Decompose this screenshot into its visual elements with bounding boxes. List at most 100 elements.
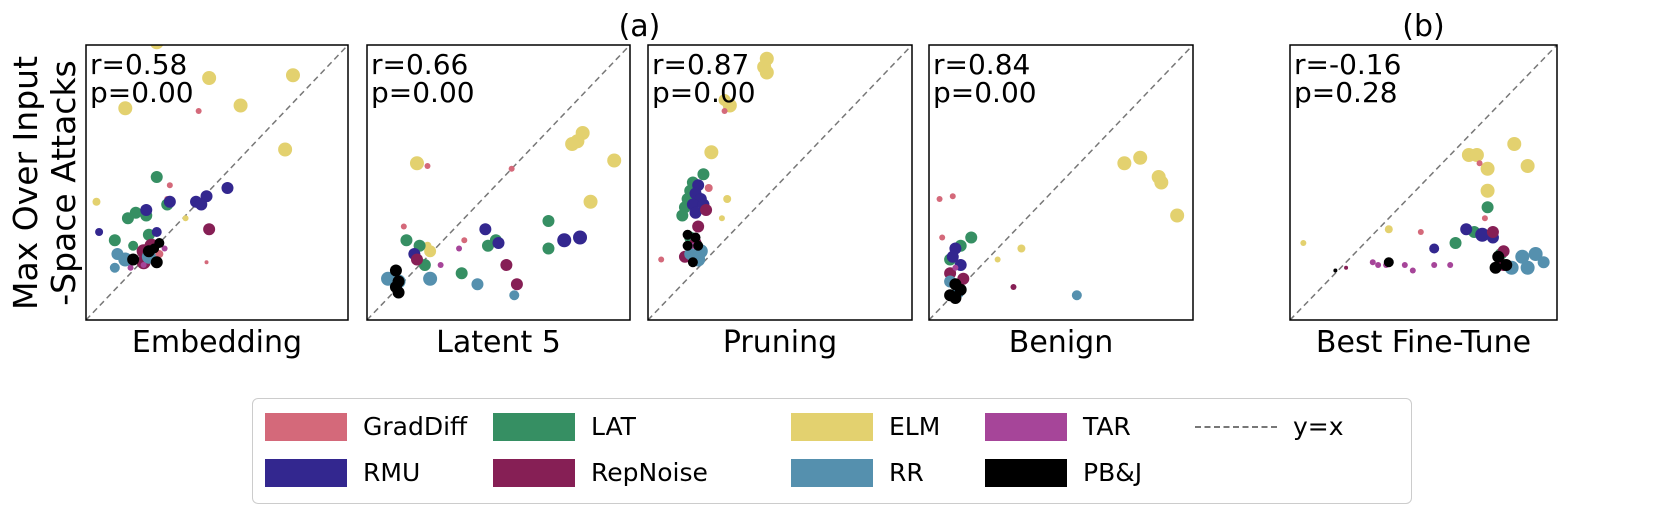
panel-frame: [85, 44, 349, 321]
point-repnoise: [1344, 265, 1349, 270]
point-elm: [1170, 208, 1185, 223]
p-annotation: p=0.28: [1294, 76, 1398, 109]
point-lat: [400, 234, 413, 247]
point-graddiff: [949, 193, 956, 200]
points: [658, 51, 774, 268]
y-equals-x-line: [367, 45, 630, 320]
point-elm: [565, 137, 580, 151]
point-rmu: [1429, 243, 1440, 254]
panel-benign: r=0.84p=0.00 Benign: [928, 44, 1194, 360]
point-lat: [697, 168, 710, 181]
point-graddiff: [939, 234, 946, 241]
legend-dashed-line: [1195, 426, 1277, 428]
point-pbj: [690, 232, 701, 243]
point-rr: [684, 248, 697, 260]
point-rr: [1528, 247, 1543, 261]
legend-item-lat: LAT: [493, 411, 636, 443]
legend-swatch: [265, 413, 347, 441]
point-pbj: [949, 292, 962, 304]
point-elm: [723, 195, 732, 203]
point-elm: [583, 194, 598, 209]
point-graddiff: [704, 184, 713, 192]
panel-latent-5: r=0.66p=0.00 Latent 5: [366, 44, 631, 360]
point-pbj: [1500, 259, 1513, 271]
panels: r=0.58p=0.00Embeddingr=0.66p=0.00Latent …: [85, 44, 1558, 360]
point-tar: [1401, 262, 1408, 268]
panel-frame: [366, 44, 631, 321]
legend-item-graddiff: GradDiff: [265, 411, 467, 443]
point-pbj: [392, 286, 405, 299]
point-rmu: [151, 227, 162, 237]
point-pbj: [1489, 261, 1502, 274]
point-repnoise: [944, 267, 957, 280]
point-elm: [423, 241, 432, 250]
legend-swatch: [265, 459, 347, 487]
point-rr: [1537, 256, 1550, 269]
point-rmu: [221, 182, 234, 194]
point-repnoise: [510, 278, 523, 291]
legend-label: ELM: [889, 412, 941, 441]
point-lat: [455, 267, 468, 280]
point-tar: [140, 262, 147, 268]
point-rr: [1520, 260, 1535, 275]
point-pbj: [142, 245, 155, 258]
point-repnoise: [1486, 226, 1499, 238]
panel-best-fine-tune: r=-0.16p=0.28 Best Fine-Tune: [1289, 44, 1558, 360]
panel-frame: [647, 44, 913, 321]
point-elm: [759, 65, 774, 80]
point-rr: [423, 271, 438, 286]
point-lat: [676, 209, 689, 222]
point-tar: [456, 245, 463, 252]
legend-item-repnoise: RepNoise: [493, 457, 708, 489]
point-repnoise: [410, 253, 423, 266]
point-lat: [1481, 201, 1494, 214]
point-graddiff: [1476, 160, 1483, 167]
point-lat: [542, 242, 555, 255]
point-lat: [108, 234, 121, 247]
point-rmu: [95, 228, 104, 236]
r-annotation: r=0.84: [933, 48, 1030, 81]
point-elm: [278, 142, 293, 157]
point-graddiff: [195, 108, 202, 114]
point-rr: [1515, 249, 1530, 264]
point-elm: [1507, 137, 1522, 151]
point-rmu: [492, 237, 505, 249]
point-elm: [409, 156, 424, 171]
point-graddiff: [204, 260, 209, 265]
point-elm: [1154, 175, 1169, 190]
legend-item-tar: TAR: [985, 411, 1131, 443]
point-rmu: [1460, 223, 1473, 236]
legend-swatch: [985, 459, 1067, 487]
point-rmu: [195, 198, 208, 211]
point-elm: [1469, 148, 1484, 162]
legend-label: RR: [889, 458, 924, 487]
point-graddiff: [424, 163, 431, 169]
y-equals-x-line: [648, 45, 912, 320]
legend-label: TAR: [1083, 412, 1131, 441]
legend-swatch: [791, 459, 873, 487]
point-elm: [233, 98, 248, 113]
p-annotation: p=0.00: [933, 76, 1037, 109]
point-elm: [285, 68, 300, 83]
x-axis-label: Benign: [1009, 325, 1113, 360]
legend-label: y=x: [1293, 412, 1344, 441]
y-equals-x-line: [86, 45, 348, 320]
point-elm: [1017, 244, 1026, 253]
legend: GradDiff RMU LAT RepNoise ELM RR TAR PB&…: [252, 398, 1412, 504]
x-axis-label: Latent 5: [436, 325, 561, 360]
point-graddiff: [936, 196, 943, 202]
p-annotation: p=0.00: [90, 76, 194, 109]
panel-frame: [928, 44, 1194, 321]
legend-swatch: [985, 413, 1067, 441]
point-elm: [704, 145, 719, 160]
point-rmu: [946, 250, 959, 263]
point-rr: [509, 290, 520, 301]
point-lat: [481, 239, 494, 252]
group-labels: (a) (b): [619, 9, 1445, 44]
point-elm: [718, 215, 725, 222]
point-pbj: [1492, 250, 1505, 263]
x-axis-label: Best Fine-Tune: [1316, 325, 1531, 360]
point-graddiff: [166, 182, 173, 189]
point-rmu: [573, 230, 588, 245]
r-annotation: r=0.66: [371, 48, 468, 81]
